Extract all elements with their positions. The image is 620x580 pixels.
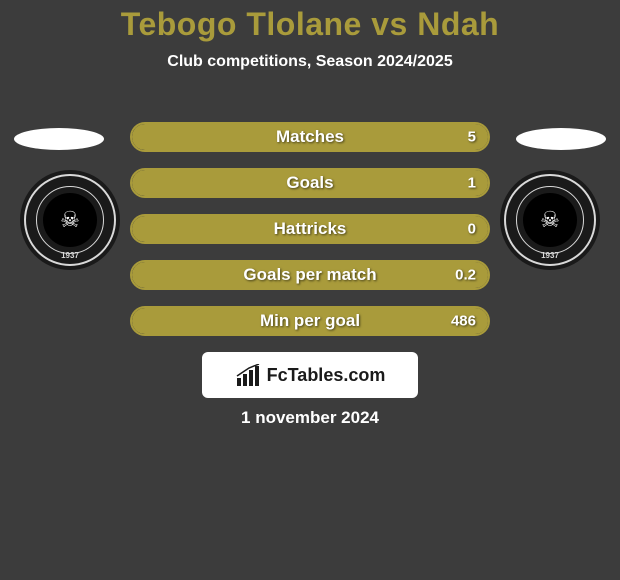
page-title: Tebogo Tlolane vs Ndah [0,0,620,43]
crest-year: 1937 [61,251,79,260]
stats-list: Matches 5 Goals 1 Hattricks 0 Goals per match 0… [130,122,490,352]
player-oval-right [516,128,606,150]
fctables-logo: FcTables.com [202,352,418,398]
stat-value: 486 [451,313,476,330]
stat-row: Goals 1 [130,168,490,198]
crest-year: 1937 [541,251,559,260]
page-subtitle: Club competitions, Season 2024/2025 [0,53,620,71]
stat-label: Hattricks [274,219,347,239]
stat-row: Matches 5 [130,122,490,152]
stat-value: 5 [468,129,476,146]
skull-icon: ☠ [540,207,560,233]
crest-center: ☠ [43,193,97,247]
club-crest-right: ☠ 1937 [500,170,600,270]
logo-text: FcTables.com [267,365,386,386]
stat-label: Min per goal [260,311,360,331]
stat-row: Hattricks 0 [130,214,490,244]
crest-outer-ring: ☠ 1937 [20,170,120,270]
club-crest-left: ☠ 1937 [20,170,120,270]
stat-value: 1 [468,175,476,192]
stat-value: 0 [468,221,476,238]
comparison-card: Tebogo Tlolane vs Ndah Club competitions… [0,0,620,580]
stat-label: Goals [286,173,333,193]
stat-value: 0.2 [455,267,476,284]
stat-row: Min per goal 486 [130,306,490,336]
bar-chart-icon [235,364,261,386]
crest-outer-ring: ☠ 1937 [500,170,600,270]
stat-row: Goals per match 0.2 [130,260,490,290]
skull-icon: ☠ [60,207,80,233]
player-oval-left [14,128,104,150]
date-text: 1 november 2024 [241,408,379,428]
stat-label: Matches [276,127,344,147]
stat-label: Goals per match [243,265,376,285]
crest-center: ☠ [523,193,577,247]
